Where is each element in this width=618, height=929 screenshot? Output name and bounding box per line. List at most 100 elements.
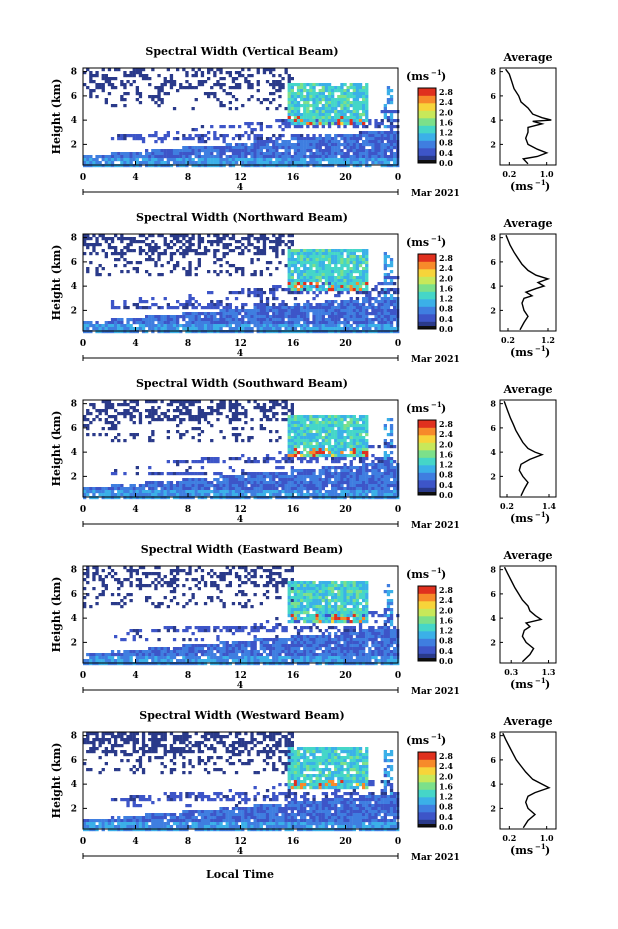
heatmap-cell <box>293 427 298 431</box>
heatmap-cell <box>213 493 217 497</box>
heatmap-cell <box>296 261 301 265</box>
heatmap-cell <box>306 116 310 120</box>
heatmap-cell <box>241 484 245 488</box>
heatmap-cell <box>179 403 183 407</box>
heatmap-cell <box>219 400 223 404</box>
heatmap-cell <box>278 403 282 407</box>
heatmap-cell <box>141 330 146 334</box>
heatmap-cell <box>343 469 347 473</box>
heatmap-cell <box>365 89 369 93</box>
heatmap-cell <box>303 152 307 156</box>
heatmap-cell <box>318 493 322 497</box>
heatmap-cell <box>185 270 189 274</box>
heatmap-cell <box>324 306 329 310</box>
heatmap-cell <box>383 318 387 322</box>
heatmap-cell <box>306 122 310 126</box>
heatmap-cell <box>104 164 108 168</box>
heatmap-cell <box>225 146 229 150</box>
heatmap-cell <box>172 418 177 422</box>
heatmap-cell <box>89 164 93 168</box>
heatmap-cell <box>331 484 335 488</box>
heatmap-cell <box>358 89 363 93</box>
heatmap-cell <box>185 409 189 413</box>
heatmap-cell <box>253 246 257 250</box>
heatmap-cell <box>262 240 267 244</box>
heatmap-cell <box>244 496 248 500</box>
heatmap-cell <box>331 146 335 150</box>
heatmap-cell <box>166 460 170 464</box>
heatmap-cell <box>275 149 279 153</box>
heatmap-cell <box>200 158 205 162</box>
heatmap-cell <box>368 149 372 153</box>
heatmap-cell <box>228 321 232 325</box>
heatmap-cell <box>315 490 319 494</box>
heatmap-cell <box>172 400 177 404</box>
heatmap-cell <box>287 457 291 461</box>
heatmap-cell <box>337 439 341 443</box>
avg-unit-label: (ms <box>510 512 533 525</box>
heatmap-cell <box>312 140 316 144</box>
heatmap-cell <box>355 161 360 165</box>
heatmap-cell <box>365 493 369 497</box>
heatmap-cell <box>315 110 319 114</box>
heatmap-cell <box>337 493 341 497</box>
heatmap-cell <box>358 481 363 485</box>
heatmap-cell <box>272 164 276 168</box>
heatmap-cell <box>327 252 332 256</box>
heatmap-cell <box>179 149 183 153</box>
heatmap-cell <box>117 421 121 425</box>
heatmap-cell <box>176 249 180 253</box>
heatmap-cell <box>340 258 344 262</box>
heatmap-cell <box>219 493 223 497</box>
heatmap-cell <box>129 237 133 241</box>
heatmap-cell <box>213 303 217 307</box>
x-tick-label: 16 <box>287 339 300 349</box>
heatmap-cell <box>315 433 319 437</box>
heatmap-cell <box>324 273 329 277</box>
heatmap-cell <box>358 309 363 313</box>
heatmap-cell <box>337 143 341 147</box>
heatmap-cell <box>278 89 282 93</box>
heatmap-cell <box>225 303 229 307</box>
heatmap-cell <box>352 86 356 90</box>
heatmap-cell <box>256 89 260 93</box>
heatmap-cell <box>312 116 316 120</box>
heatmap-cell <box>293 104 298 108</box>
heatmap-cell <box>318 107 322 111</box>
heatmap-cell <box>98 264 102 268</box>
heatmap-cell <box>253 291 257 295</box>
heatmap-cell <box>256 288 260 292</box>
heatmap-cell <box>362 122 366 126</box>
heatmap-cell <box>275 83 279 87</box>
heatmap-cell <box>234 457 239 461</box>
heatmap-cell <box>349 279 353 283</box>
heatmap-cell <box>331 309 335 313</box>
heatmap-cell <box>293 279 298 283</box>
heatmap-cell <box>179 330 183 334</box>
heatmap-cell <box>331 300 335 304</box>
heatmap-cell <box>287 155 291 159</box>
heatmap-cell <box>343 110 347 114</box>
heatmap-cell <box>303 457 307 461</box>
heatmap-cell <box>309 149 313 153</box>
heatmap-cell <box>327 158 332 162</box>
heatmap-cell <box>346 424 350 428</box>
heatmap-cell <box>340 104 344 108</box>
heatmap-cell <box>213 74 217 78</box>
heatmap-cell <box>327 451 332 455</box>
heatmap-cell <box>269 146 273 150</box>
heatmap-cell <box>281 249 285 253</box>
heatmap-cell <box>365 164 369 168</box>
heatmap-cell <box>346 415 350 419</box>
heatmap-cell <box>110 77 115 81</box>
heatmap-cell <box>197 327 201 331</box>
heatmap-cell <box>262 312 267 316</box>
heatmap-cell <box>386 493 391 497</box>
heatmap-cell <box>259 330 263 334</box>
heatmap-cell <box>241 315 245 319</box>
heatmap-cell <box>259 270 263 274</box>
heatmap-cell <box>219 330 223 334</box>
heatmap-cell <box>188 330 192 334</box>
heatmap-cell <box>89 662 93 666</box>
date-label: Mar 2021 <box>411 355 460 365</box>
